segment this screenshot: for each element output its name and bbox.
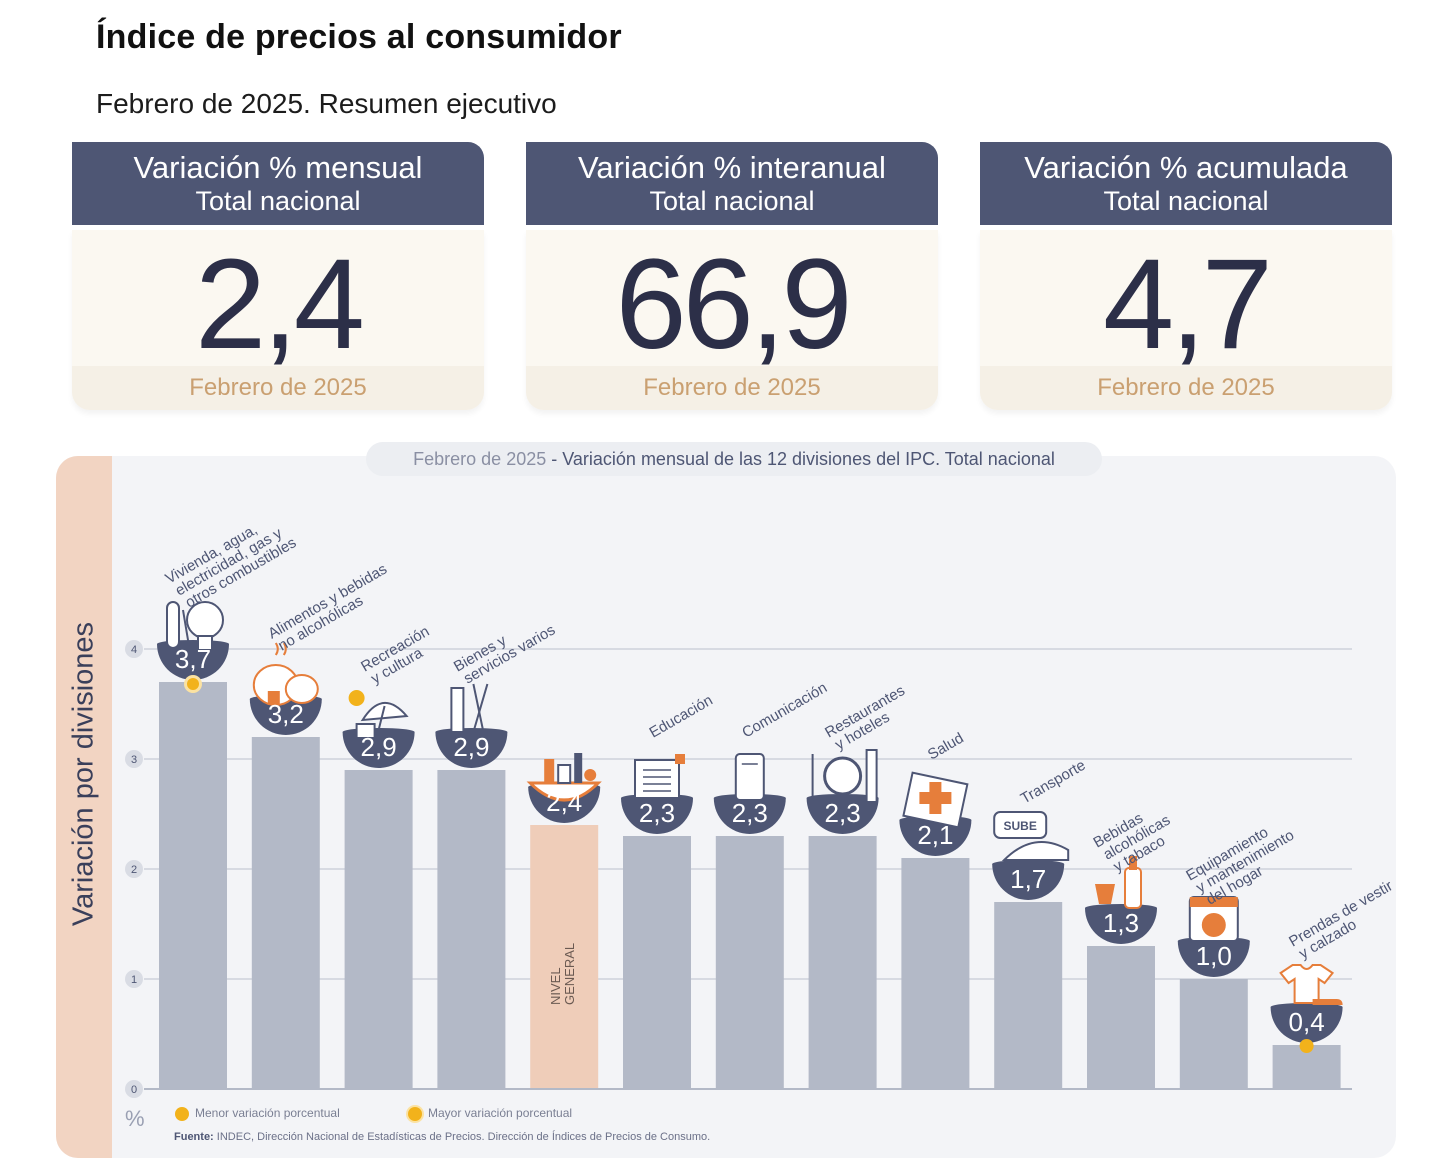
- kpi-body: 2,4 Febrero de 2025: [72, 230, 484, 410]
- max-marker-icon: [408, 1106, 422, 1121]
- source-label: Fuente:: [174, 1131, 214, 1143]
- kpi-subtitle: Total nacional: [649, 186, 815, 216]
- category-label: Alimentos y bebidas: [265, 561, 390, 643]
- axis-strip: [56, 456, 112, 1158]
- data-label: 2,9: [453, 732, 489, 762]
- restaurant-icon: [806, 749, 879, 834]
- kpi-card-acumulada: Variación % acumulada Total nacional 4,7…: [980, 142, 1392, 410]
- y-tick-dot: [125, 970, 143, 988]
- kpi-body: 66,9 Febrero de 2025: [526, 230, 938, 410]
- bar: [901, 858, 970, 1089]
- bar: [994, 902, 1063, 1089]
- kpi-date: Febrero de 2025: [189, 374, 367, 401]
- kpi-header: Variación % mensual Total nacional: [72, 142, 484, 225]
- legend-min: Menor variación porcentual: [175, 1106, 340, 1121]
- kpi-card-interanual: Variación % interanual Total nacional 66…: [526, 142, 938, 410]
- kpi-card-mensual: Variación % mensual Total nacional 2,4 F…: [72, 142, 484, 410]
- bar: [251, 737, 320, 1089]
- bar: [437, 770, 506, 1089]
- education-icon: [621, 754, 693, 834]
- page-subtitle: Febrero de 2025. Resumen ejecutivo: [96, 88, 557, 119]
- y-tick-label: 1: [131, 974, 137, 986]
- kpi-subtitle: Total nacional: [1103, 186, 1269, 216]
- food-icon: [249, 642, 322, 735]
- page-title: Índice de precios al consumidor: [96, 18, 622, 56]
- phone-icon: [713, 753, 786, 834]
- recreation-icon: [342, 690, 415, 768]
- kpi-title: Variación % acumulada: [1024, 150, 1348, 185]
- y-tick-dot: [125, 860, 143, 878]
- legend-max: Mayor variación porcentual: [408, 1106, 572, 1121]
- data-label: 1,0: [1196, 941, 1232, 971]
- kpi-header: Variación % interanual Total nacional: [526, 142, 938, 225]
- data-label: 0,4: [1289, 1007, 1325, 1037]
- data-label: 2,3: [825, 798, 861, 828]
- bar: [1179, 979, 1248, 1089]
- kpi-title: Variación % mensual: [133, 150, 423, 185]
- y-tick-dot: [125, 1080, 143, 1098]
- shopping-basket-icon: [526, 753, 602, 823]
- kpi-value: 66,9: [615, 233, 852, 376]
- kpi-value: 2,4: [195, 233, 365, 376]
- category-label: Educación: [647, 692, 716, 742]
- data-label: 3,2: [268, 699, 304, 729]
- house-utilities-icon: [157, 601, 229, 680]
- data-label: 2,4: [546, 787, 582, 817]
- y-tick-label: 3: [131, 754, 137, 766]
- transport-icon: SUBE: [992, 811, 1070, 900]
- y-tick-label: 4: [131, 644, 137, 656]
- data-label: 2,3: [732, 798, 768, 828]
- bar: [1087, 946, 1155, 1089]
- bar: [344, 770, 413, 1089]
- bar: [530, 825, 599, 1089]
- source-note: Fuente: INDEC, Dirección Nacional de Est…: [174, 1131, 710, 1143]
- category-label: NIVEL: [548, 967, 563, 1005]
- data-label: 2,3: [639, 798, 675, 828]
- kpi-body: 4,7 Febrero de 2025: [980, 230, 1392, 410]
- personal-care-icon: [435, 683, 508, 768]
- data-label: 2,9: [361, 732, 397, 762]
- kpi-subtitle: Total nacional: [195, 186, 361, 216]
- category-label: GENERAL: [562, 943, 577, 1005]
- data-label: 1,7: [1010, 864, 1046, 894]
- chart-title-separator: -: [546, 449, 563, 469]
- chart-title-date: Febrero de 2025: [413, 449, 547, 469]
- transport-badge: SUBE: [1004, 819, 1037, 833]
- health-icon: [899, 771, 972, 856]
- kpi-title: Variación % interanual: [578, 150, 886, 185]
- y-tick-label: 2: [131, 864, 137, 876]
- category-label: Comunicación: [739, 679, 830, 741]
- min-marker: [1299, 1039, 1314, 1053]
- data-label: 3,7: [175, 644, 211, 674]
- y-tick-label: 0: [131, 1084, 137, 1096]
- kpi-date: Febrero de 2025: [643, 374, 821, 401]
- chart-title: Febrero de 2025 - Variación mensual de l…: [366, 442, 1102, 476]
- y-tick-dot: [125, 640, 143, 658]
- source-text: INDEC, Dirección Nacional de Estadística…: [216, 1131, 711, 1143]
- kpi-date: Febrero de 2025: [1097, 374, 1275, 401]
- category-label: Transporte: [1018, 757, 1089, 808]
- kpi-header: Variación % acumulada Total nacional: [980, 142, 1392, 225]
- bar: [159, 682, 227, 1089]
- percent-unit: %: [125, 1106, 145, 1131]
- chart-title-text: Variación mensual de las 12 divisiones d…: [562, 449, 1055, 469]
- max-marker-dot: [187, 678, 199, 690]
- clothing-icon: [1270, 964, 1343, 1043]
- y-tick-dot: [125, 750, 143, 768]
- data-label: 1,3: [1103, 908, 1139, 938]
- beverage-icon: [1085, 856, 1157, 944]
- bar: [715, 836, 784, 1089]
- bar: [623, 836, 691, 1089]
- household-icon: [1177, 896, 1250, 977]
- kpi-value: 4,7: [1103, 233, 1273, 376]
- data-label: 2,1: [917, 820, 953, 850]
- legend-min-label: Menor variación porcentual: [195, 1106, 340, 1120]
- bar: [808, 836, 877, 1089]
- min-marker-icon: [175, 1106, 189, 1121]
- legend-max-label: Mayor variación porcentual: [428, 1106, 573, 1120]
